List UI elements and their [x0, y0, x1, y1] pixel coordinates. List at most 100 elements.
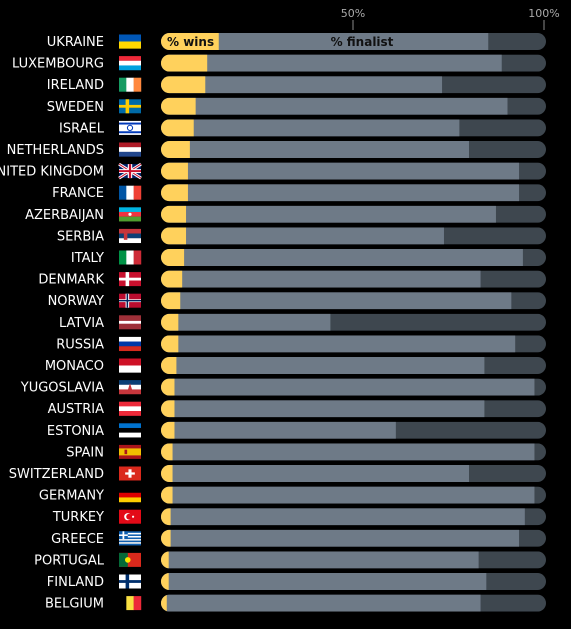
- estonia-flag-icon: [119, 423, 141, 438]
- finalist-bar: [161, 33, 489, 50]
- chart-row: AZERBAIJAN: [25, 205, 546, 223]
- country-label: NORWAY: [48, 294, 104, 309]
- finalist-bar: [161, 76, 443, 94]
- wins-bar: [161, 54, 208, 72]
- chart-row: MONACO: [45, 357, 546, 374]
- country-label: AUSTRIA: [48, 402, 104, 417]
- chart-row: AUSTRIA: [48, 400, 546, 418]
- x-axis: 50% 100%: [341, 7, 560, 30]
- wins-bar: [161, 249, 185, 266]
- wins-bar: [161, 357, 177, 374]
- chart-row: LATVIA: [59, 313, 546, 331]
- finalist-bar: [161, 400, 485, 418]
- france-flag-icon: [119, 185, 142, 200]
- chart-row: ITALY: [71, 249, 546, 266]
- latvia-flag-icon: [119, 315, 141, 330]
- wins-bar: [161, 184, 188, 202]
- finalist-bar: [161, 119, 460, 137]
- greece-flag-icon: [119, 531, 141, 546]
- finalist-bar: [161, 508, 525, 526]
- country-label: BELGIUM: [45, 597, 104, 612]
- country-label: MONACO: [45, 359, 104, 374]
- chart-row: YUGOSLAVIA: [20, 378, 546, 396]
- country-label: RUSSIA: [56, 337, 104, 352]
- finalist-bar: [161, 313, 331, 331]
- wins-bar: [161, 551, 169, 569]
- chart-row: DENMARK: [38, 270, 546, 288]
- chart-row: IRELAND: [47, 76, 546, 94]
- chart-row: SWITZERLAND: [9, 465, 546, 482]
- wins-bar: [161, 205, 187, 223]
- country-label: TURKEY: [52, 510, 104, 525]
- denmark-flag-icon: [119, 272, 141, 287]
- chart-row: BELGIUM: [45, 594, 546, 612]
- wins-bar: [161, 270, 183, 288]
- chart-row: FINLAND: [47, 573, 546, 590]
- finalist-bar: [161, 573, 487, 590]
- ireland-flag-icon: [119, 77, 142, 92]
- country-label: SWEDEN: [47, 100, 104, 115]
- country-label: ITALY: [71, 251, 104, 266]
- chart-row: PORTUGAL: [34, 551, 546, 569]
- wins-bar: [161, 400, 175, 418]
- turkey-flag-icon: [119, 509, 141, 524]
- finalist-bar: [161, 227, 444, 245]
- belgium-flag-icon: [119, 596, 142, 611]
- country-label: FRANCE: [52, 186, 104, 201]
- finalist-bar: [161, 551, 479, 569]
- country-label: UKRAINE: [47, 35, 104, 50]
- country-label: YUGOSLAVIA: [20, 381, 104, 396]
- portugal-flag-icon: [119, 552, 141, 567]
- chart-row: ESTONIA: [47, 421, 546, 439]
- austria-flag-icon: [119, 401, 141, 416]
- country-label: IRELAND: [47, 78, 104, 93]
- russia-flag-icon: [119, 336, 141, 352]
- israel-flag-icon: [119, 120, 141, 135]
- country-label: DENMARK: [38, 273, 104, 288]
- wins-bar: [161, 227, 187, 245]
- finalist-series-label: % finalist: [331, 35, 394, 49]
- united-kingdom-flag-icon: [118, 162, 142, 180]
- country-label: ISRAEL: [59, 121, 105, 136]
- wins-bar: [161, 378, 175, 396]
- chart-row: NETHERLANDS: [7, 141, 546, 158]
- spain-flag-icon: [119, 444, 141, 459]
- wins-series-label: % wins: [167, 35, 214, 49]
- country-label: PORTUGAL: [34, 553, 105, 568]
- series-labels: % wins % finalist: [167, 35, 394, 49]
- country-label: SPAIN: [66, 445, 104, 460]
- finalist-bar: [161, 141, 469, 158]
- country-label: FINLAND: [47, 575, 104, 590]
- country-label: GERMANY: [39, 489, 104, 504]
- tick-label-100: 100%: [528, 7, 559, 20]
- chart-row: SWEDEN: [47, 97, 546, 115]
- chart-row: TURKEY: [52, 508, 546, 526]
- finalist-bar: [161, 465, 469, 482]
- chart-row: RUSSIA: [56, 335, 546, 353]
- chart-row: SERBIA: [57, 227, 546, 245]
- finalist-bar: [161, 162, 520, 180]
- country-label: NETHERLANDS: [7, 143, 104, 158]
- germany-flag-icon: [119, 488, 141, 503]
- finalist-bar: [161, 421, 396, 439]
- ukraine-flag-icon: [119, 34, 141, 49]
- country-label: UNITED KINGDOM: [0, 165, 104, 180]
- wins-bar: [161, 508, 171, 526]
- finalist-bar: [161, 378, 535, 396]
- finalist-bar: [161, 249, 523, 266]
- chart-row: UKRAINE: [47, 33, 546, 50]
- wins-bar: [161, 76, 206, 94]
- wins-bar: [161, 292, 181, 310]
- finalist-bar: [161, 184, 520, 202]
- wins-bar: [161, 529, 171, 547]
- italy-flag-icon: [119, 250, 142, 265]
- wins-bar: [161, 141, 190, 158]
- finalist-bar: [161, 97, 508, 115]
- wins-bar: [161, 594, 167, 612]
- monaco-flag-icon: [119, 358, 141, 373]
- finalist-bar: [161, 594, 481, 612]
- country-label: ESTONIA: [47, 424, 104, 439]
- chart-row: FRANCE: [52, 184, 546, 202]
- wins-bar: [161, 443, 173, 461]
